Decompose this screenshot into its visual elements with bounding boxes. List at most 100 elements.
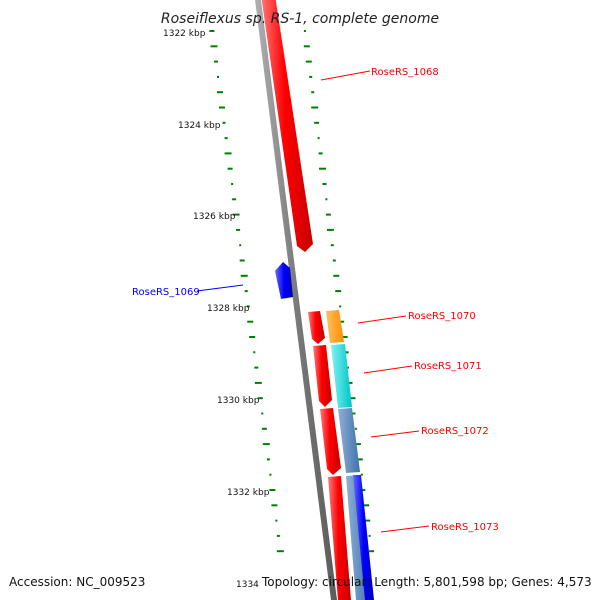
gc-mark (333, 274, 340, 277)
gc-mark (236, 228, 241, 231)
gc-mark (261, 412, 264, 415)
gc-mark (240, 274, 248, 277)
gene-label-rosers-1071[interactable]: RoseRS_1071 (414, 361, 482, 372)
gc-mark (360, 473, 363, 476)
gc-mark (354, 443, 361, 446)
gc-mark (340, 320, 345, 323)
gc-mark (227, 167, 233, 170)
tick-label-1324: 1324 kbp (178, 121, 221, 131)
gene-feature-rosers-1070-rna[interactable] (326, 310, 344, 343)
gc-mark (314, 121, 320, 124)
gc-mark (303, 30, 306, 32)
gc-mark (339, 305, 342, 308)
gc-mark (325, 213, 331, 216)
gc-mark (362, 504, 370, 507)
leader-rosers-1070 (357, 315, 407, 324)
gc-mark (275, 519, 278, 522)
gene-feature-rosers-1069[interactable] (275, 262, 293, 299)
tick-label-1328: 1328 kbp (207, 304, 250, 314)
gc-mark (317, 137, 320, 140)
gene-feature-rosers-1071[interactable] (313, 345, 332, 407)
gene-feature-rosers-1073-reverse[interactable] (353, 475, 374, 600)
gc-mark (311, 106, 319, 109)
gc-skew-track-inner (209, 30, 284, 553)
gc-mark (239, 259, 245, 262)
position-ticks: 1322 kbp 1324 kbp 1326 kbp 1328 kbp 1330… (163, 29, 270, 590)
gc-mark (262, 443, 270, 446)
gc-mark (254, 381, 262, 384)
gc-mark (322, 183, 327, 185)
gene-feature-rosers-1072[interactable] (320, 408, 341, 475)
gc-mark (347, 381, 353, 384)
gene-feature-rosers-1071-rna[interactable] (331, 344, 352, 408)
gc-mark (217, 75, 219, 78)
gene-leader-lines (196, 70, 430, 533)
gene-label-rosers-1068[interactable]: RoseRS_1068 (371, 67, 439, 78)
gc-mark (271, 504, 278, 507)
tick-label-1334: 1334 (236, 580, 259, 590)
gc-mark (266, 458, 270, 461)
gc-mark (340, 336, 348, 338)
genome-backbone (255, 0, 337, 600)
gc-mark (209, 30, 215, 32)
accession-text: Accession: NC_009523 (9, 575, 145, 589)
leader-rosers-1069 (196, 284, 244, 292)
gene-labels: RoseRS_1068 RoseRS_1069 RoseRS_1070 Rose… (132, 67, 499, 533)
gc-mark (311, 91, 315, 94)
gc-mark (231, 183, 234, 185)
gc-mark (219, 106, 225, 109)
gc-mark (244, 290, 248, 293)
gc-mark (232, 198, 237, 201)
gc-mark (232, 213, 240, 216)
gc-mark (249, 336, 256, 338)
leader-rosers-1068 (320, 70, 371, 81)
gc-mark (343, 351, 349, 354)
gc-mark (247, 320, 254, 323)
gene-feature-rosers-1073[interactable] (328, 476, 351, 600)
gc-mark (217, 91, 223, 94)
gc-skew-track-outer (303, 30, 375, 553)
gc-mark (348, 397, 356, 400)
gc-mark (257, 397, 263, 400)
gc-mark (352, 412, 356, 415)
tick-label-1326: 1326 kbp (193, 212, 236, 222)
gene-feature-rosers-1070[interactable] (308, 311, 325, 344)
gc-mark (369, 550, 375, 553)
gc-mark (347, 366, 349, 369)
gene-label-rosers-1073[interactable]: RoseRS_1073 (431, 522, 499, 533)
gc-mark (224, 137, 228, 140)
gene-label-rosers-1070[interactable]: RoseRS_1070 (408, 311, 476, 322)
gene-feature-rosers-1072-rna[interactable] (338, 408, 360, 473)
leader-rosers-1073 (380, 525, 430, 533)
gc-mark (356, 458, 363, 461)
leader-rosers-1072 (370, 430, 420, 438)
gc-mark (210, 45, 218, 48)
gc-mark (335, 290, 342, 293)
gc-mark (326, 228, 334, 231)
tick-label-1322: 1322 kbp (163, 29, 206, 39)
gc-mark (239, 244, 242, 247)
gc-mark (332, 259, 336, 262)
gc-mark (330, 244, 334, 247)
gc-mark (214, 60, 218, 63)
gc-mark (261, 427, 267, 430)
gc-mark (319, 167, 326, 170)
gc-mark (325, 198, 328, 201)
leader-rosers-1071 (363, 365, 413, 374)
gc-mark (368, 534, 371, 537)
gene-feature-rosers-1068[interactable] (261, 0, 313, 252)
gc-mark (362, 489, 366, 491)
gc-mark (365, 519, 371, 522)
gc-mark (269, 473, 272, 476)
gene-label-rosers-1072[interactable]: RoseRS_1072 (421, 426, 489, 437)
gc-mark (224, 152, 232, 155)
gc-mark (253, 351, 256, 354)
gene-label-rosers-1069[interactable]: RoseRS_1069 (132, 287, 200, 298)
genome-title: Roseiflexus sp. RS-1, complete genome (161, 11, 439, 27)
gc-mark (309, 75, 313, 78)
gc-mark (269, 489, 276, 491)
gc-mark (276, 550, 284, 553)
gc-mark (276, 534, 280, 537)
